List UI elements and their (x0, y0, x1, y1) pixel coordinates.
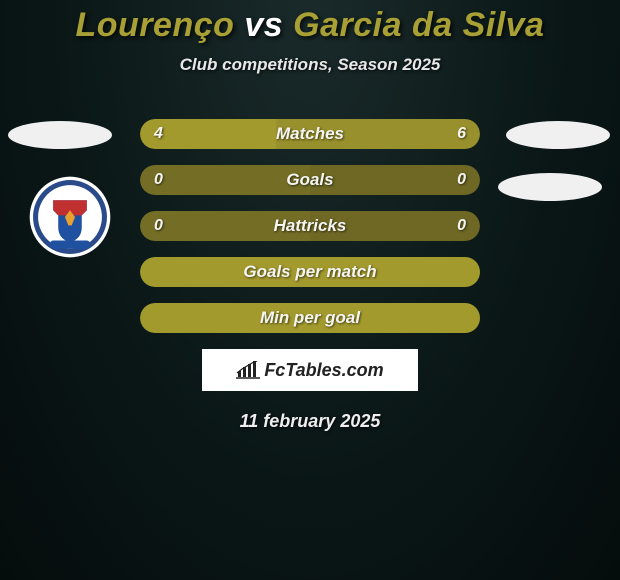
stat-label: Goals per match (243, 262, 376, 282)
player2-club-placeholder (498, 173, 602, 201)
stat-right-value: 6 (457, 125, 466, 143)
stat-right-value: 0 (457, 217, 466, 235)
player2-photo-placeholder (506, 121, 610, 149)
stat-row: 0 0 Hattricks (140, 211, 480, 241)
stat-label: Matches (276, 124, 344, 144)
player1-club-crest (28, 175, 112, 259)
bar-fill-left (140, 165, 310, 195)
player1-photo-placeholder (8, 121, 112, 149)
watermark: FcTables.com (202, 349, 418, 391)
bar-fill-right (310, 165, 480, 195)
stat-left-value: 0 (154, 217, 163, 235)
page-title: Lourenço vs Garcia da Silva (0, 0, 620, 45)
stat-label: Hattricks (274, 216, 347, 236)
stat-label: Goals (286, 170, 333, 190)
stat-label: Min per goal (260, 308, 360, 328)
bar-chart-icon (236, 361, 260, 379)
club-crest-icon (28, 175, 112, 259)
subtitle: Club competitions, Season 2025 (0, 55, 620, 75)
vs-text: vs (244, 6, 283, 44)
stat-row: Min per goal (140, 303, 480, 333)
stat-left-value: 4 (154, 125, 163, 143)
stat-row: 0 0 Goals (140, 165, 480, 195)
stat-left-value: 0 (154, 171, 163, 189)
stat-right-value: 0 (457, 171, 466, 189)
player2-name: Garcia da Silva (293, 6, 544, 44)
comparison-content: 4 6 Matches 0 0 Goals 0 0 Hattricks Goals per mat… (0, 119, 620, 432)
date-text: 11 february 2025 (0, 411, 620, 432)
player1-name: Lourenço (76, 6, 235, 44)
stat-row: Goals per match (140, 257, 480, 287)
stat-bars: 4 6 Matches 0 0 Goals 0 0 Hattricks Goals per mat… (140, 119, 480, 333)
stat-row: 4 6 Matches (140, 119, 480, 149)
watermark-text: FcTables.com (264, 360, 383, 381)
